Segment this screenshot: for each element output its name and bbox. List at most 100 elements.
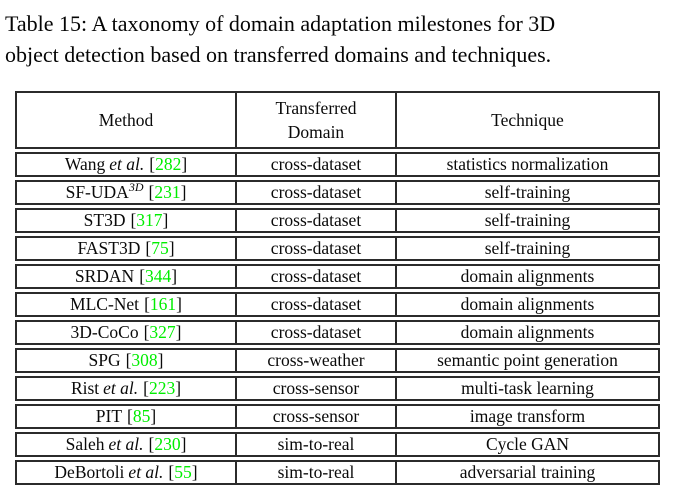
method-name: DeBortoli [54, 462, 125, 482]
technique-cell: adversarial training [397, 460, 660, 485]
domain-cell: cross-dataset [237, 180, 397, 205]
method-etal: et al. [128, 462, 164, 482]
method-etal: et al. [103, 378, 139, 398]
citation-close-bracket: ] [171, 266, 178, 286]
citation-number: 230 [154, 434, 181, 454]
method-cell: DeBortoli et al. [55] [15, 460, 237, 485]
method-cell: FAST3D [75] [15, 236, 237, 261]
method-cell: Saleh et al. [230] [15, 432, 237, 457]
citation-close-bracket: ] [180, 182, 187, 202]
method-etal: et al. [108, 434, 144, 454]
citation-number: 282 [155, 154, 182, 174]
method-superscript: 3D [128, 180, 144, 195]
col-header-technique-label: Technique [491, 110, 564, 130]
domain-cell: cross-weather [237, 348, 397, 373]
citation-open-bracket: [ [143, 322, 150, 342]
col-header-method-label: Method [98, 110, 154, 130]
citation-open-bracket: [ [168, 462, 175, 482]
citation-close-bracket: ] [176, 294, 182, 314]
citation-link[interactable]: [327] [144, 322, 182, 342]
method-etal: et al. [109, 154, 145, 174]
citation-number: 308 [131, 350, 158, 370]
method-name: SRDAN [74, 266, 135, 286]
table-row: FAST3D [75] cross-dataset self-training [15, 236, 660, 261]
table-row: Rist et al. [223] cross-sensor multi-task … [15, 376, 660, 401]
domain-cell: cross-dataset [237, 292, 397, 317]
citation-open-bracket: [ [148, 182, 155, 202]
caption-line-2: object detection based on transferred do… [5, 42, 552, 67]
method-name: SF-UDA [65, 182, 129, 202]
citation-link[interactable]: [85] [127, 406, 156, 426]
col-header-transferred-domain-label: Transferred Domain [275, 98, 357, 142]
table-row: SPG [308] cross-weather semantic point ge… [15, 348, 660, 373]
technique-cell: statistics normalization [397, 152, 660, 177]
citation-close-bracket: ] [157, 350, 164, 370]
citation-close-bracket: ] [175, 378, 182, 398]
citation-link[interactable]: [223] [143, 378, 181, 398]
method-name: FAST3D [77, 238, 141, 258]
domain-cell: cross-dataset [237, 236, 397, 261]
domain-cell: cross-dataset [237, 264, 397, 289]
technique-cell: domain alignments [397, 320, 660, 345]
table-body: Wang et al. [282] cross-dataset statistics… [15, 152, 660, 485]
citation-link[interactable]: [282] [149, 154, 187, 174]
technique-cell: self-training [397, 180, 660, 205]
table-row: Saleh et al. [230] sim-to-real Cycle GAN [15, 432, 660, 457]
method-name: Wang [64, 154, 106, 174]
citation-number: 223 [148, 378, 176, 398]
method-cell: Wang et al. [282] [15, 152, 237, 177]
method-cell: 3D-CoCo [327] [15, 320, 237, 345]
citation-open-bracket: [ [125, 350, 132, 370]
method-name: 3D-CoCo [70, 322, 139, 342]
citation-number: 55 [174, 462, 192, 482]
citation-open-bracket: [ [148, 434, 155, 454]
method-name: SPG [88, 350, 121, 370]
domain-cell: cross-dataset [237, 320, 397, 345]
table-row: DeBortoli et al. [55] sim-to-real adversar… [15, 460, 660, 485]
citation-link[interactable]: [308] [126, 350, 164, 370]
citation-number: 75 [151, 238, 169, 258]
citation-link[interactable]: [55] [168, 462, 197, 482]
citation-link[interactable]: [317] [130, 210, 168, 230]
technique-cell: semantic point generation [397, 348, 660, 373]
citation-link[interactable]: [161] [144, 294, 182, 314]
citation-number: 317 [136, 210, 163, 230]
citation-close-bracket: ] [162, 210, 169, 230]
technique-cell: image transform [397, 404, 660, 429]
technique-cell: Cycle GAN [397, 432, 660, 457]
citation-close-bracket: ] [191, 462, 198, 482]
citation-close-bracket: ] [150, 406, 157, 426]
method-cell: PIT [85] [15, 404, 237, 429]
method-name: MLC-Net [70, 294, 140, 314]
method-cell: SRDAN [344] [15, 264, 237, 289]
citation-open-bracket: [ [139, 266, 146, 286]
citation-number: 161 [149, 294, 177, 314]
citation-number: 344 [145, 266, 172, 286]
citation-link[interactable]: [75] [145, 238, 174, 258]
citation-close-bracket: ] [181, 154, 188, 174]
table-row: MLC-Net [161] cross-dataset domain alignm… [15, 292, 660, 317]
domain-cell: cross-sensor [237, 376, 397, 401]
citation-link[interactable]: [230] [148, 434, 186, 454]
citation-open-bracket: [ [145, 238, 152, 258]
method-name: ST3D [83, 210, 126, 230]
technique-cell: self-training [397, 236, 660, 261]
method-name: Rist [70, 378, 100, 398]
table-row: ST3D [317] cross-dataset self-training [15, 208, 660, 233]
citation-number: 327 [149, 322, 176, 342]
citation-link[interactable]: [344] [139, 266, 177, 286]
table-row: Wang et al. [282] cross-dataset statistics… [15, 152, 660, 177]
citation-link[interactable]: [231] [148, 182, 186, 202]
method-cell: SF-UDA3D [231] [15, 180, 237, 205]
citation-open-bracket: [ [130, 210, 137, 230]
method-cell: SPG [308] [15, 348, 237, 373]
technique-cell: self-training [397, 208, 660, 233]
table-row: SRDAN [344] cross-dataset domain alignmen… [15, 264, 660, 289]
citation-close-bracket: ] [175, 322, 182, 342]
technique-cell: multi-task learning [397, 376, 660, 401]
domain-cell: cross-dataset [237, 152, 397, 177]
citation-open-bracket: [ [149, 154, 156, 174]
header-row: Method Transferred Domain Technique [15, 91, 660, 149]
method-cell: ST3D [317] [15, 208, 237, 233]
